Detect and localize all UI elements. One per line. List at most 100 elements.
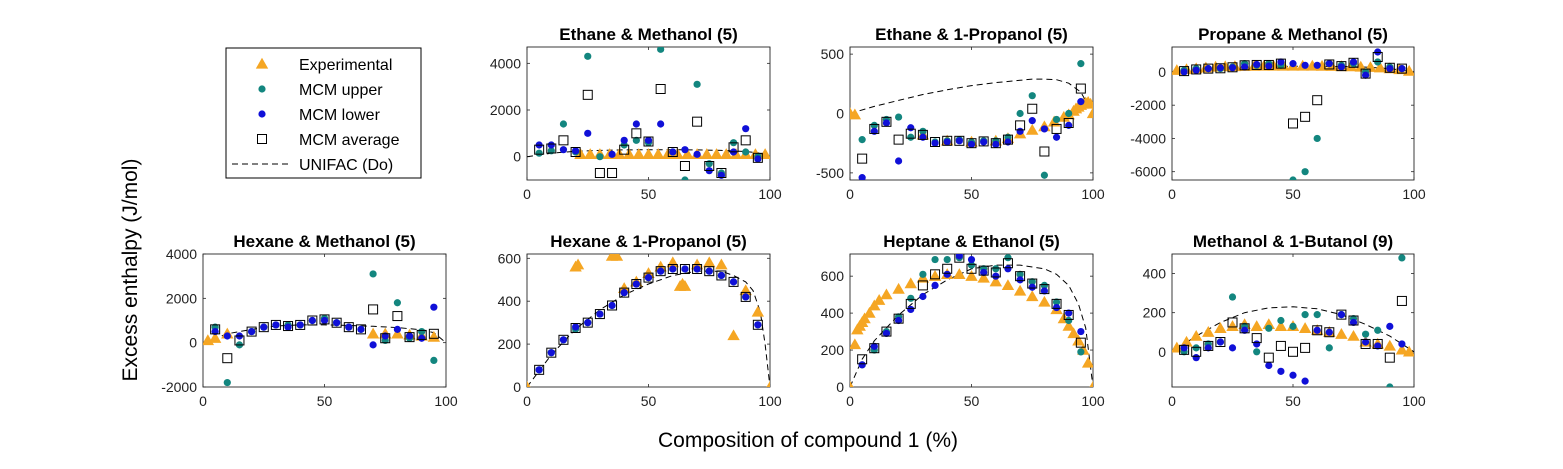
mcm-upper-point: [430, 356, 438, 364]
panel-title: Propane & Methanol (5): [1198, 25, 1388, 44]
experimental-point: [1089, 380, 1093, 387]
experimental-point: [880, 288, 893, 300]
mcm-average-point: [222, 353, 233, 364]
mcm-lower-point: [1337, 63, 1345, 71]
mcm-upper-point: [1077, 60, 1085, 68]
mcm-lower-point: [632, 120, 640, 128]
experimental-point: [366, 327, 380, 339]
mcm-average-point: [1203, 63, 1214, 74]
experimental-point: [632, 148, 645, 159]
mcm-average-point: [679, 161, 690, 171]
mcm-lower-point: [967, 140, 976, 148]
mcm-upper-point: [1016, 109, 1024, 118]
legend-entry: UNIFAC (Do): [232, 157, 393, 174]
mcm-average-point: [1203, 340, 1214, 351]
y-tick-label: 2000: [166, 290, 197, 306]
mcm-upper-point: [1052, 115, 1061, 124]
mcm-lower-point: [572, 323, 580, 331]
mcm-lower-point: [693, 265, 701, 273]
mcm-average-point: [594, 168, 605, 178]
mcm-average-point: [1239, 60, 1250, 71]
mcm-average-point: [679, 264, 690, 275]
experimental-point: [868, 299, 881, 311]
mcm-lower-point: [308, 316, 316, 325]
mcm-lower-point: [644, 273, 653, 282]
mcm-average-point: [1251, 333, 1262, 344]
experimental-point: [678, 279, 692, 291]
mcm-average-point: [1039, 146, 1050, 157]
experimental-point: [681, 148, 694, 159]
y-tick-label: 200: [821, 342, 845, 358]
mcm-average-point: [1336, 309, 1347, 320]
mcm-average-point: [1215, 337, 1226, 348]
mcm-average-point: [1263, 352, 1274, 363]
x-tick-label: 0: [1168, 186, 1176, 202]
panel-6: Heptane & Ethanol (5) 0 50 100 0 200 400 600: [821, 232, 1105, 409]
mcm-average-point: [607, 168, 618, 178]
mcm-average-point: [954, 135, 965, 146]
mcm-average-point: [655, 84, 666, 94]
mcm-average-point: [1275, 340, 1286, 351]
mcm-lower-point: [1228, 344, 1237, 352]
mcm-average-point: [740, 135, 751, 146]
y-tick-label: -6000: [1130, 164, 1166, 180]
mcm-average-point: [631, 128, 642, 139]
mcm-lower-point: [1301, 61, 1309, 69]
x-tick-label: 0: [846, 393, 854, 409]
y-tick-label: 200: [498, 336, 522, 352]
experimental-point: [703, 256, 716, 268]
mcm-average-point: [930, 269, 941, 280]
mcm-lower-point: [1204, 65, 1212, 73]
experimental-point: [720, 148, 733, 159]
panel-axes-box: [526, 46, 771, 181]
mcm-upper-point: [632, 136, 640, 144]
mcm-lower-point: [320, 316, 329, 325]
plot-area: [850, 254, 1093, 387]
experimental-point: [1298, 322, 1312, 333]
mcm-average-point: [331, 317, 342, 328]
mcm-average-point: [631, 279, 642, 290]
mcm-upper-point: [1040, 171, 1048, 179]
experimental-point: [1402, 345, 1414, 357]
mcm-upper-point: [1065, 109, 1073, 118]
y-tick-label: 600: [821, 268, 845, 284]
mcm-lower-point: [632, 280, 640, 288]
mcm-lower-point: [931, 281, 939, 290]
mcm-average-point: [1336, 61, 1347, 72]
experimental-point: [700, 148, 714, 159]
experimental-point: [977, 271, 990, 283]
legend-items: Experimental MCM upper MCM lower MCM averag…: [232, 57, 400, 174]
experimental-point: [904, 277, 917, 289]
y-tick-label: 2000: [490, 102, 521, 118]
experimental-point: [758, 148, 770, 159]
mcm-lower-point: [882, 329, 891, 338]
mcm-average-point: [905, 128, 916, 139]
experimental-point: [1262, 318, 1275, 330]
mcm-upper-point: [681, 176, 689, 180]
mcm-lower-point: [1228, 64, 1237, 72]
mcm-average-point: [1215, 63, 1226, 74]
mcm-lower-point: [669, 265, 677, 273]
x-tick-label: 50: [964, 393, 980, 409]
mcm-average-point: [1179, 66, 1190, 77]
mcm-lower-point: [405, 332, 414, 340]
panel-title: Heptane & Ethanol (5): [883, 232, 1060, 251]
mcm-average-point: [619, 287, 630, 298]
plot-area: [527, 254, 770, 387]
mcm-lower-point: [1325, 328, 1333, 336]
y-tick-label: 400: [821, 305, 845, 321]
mcm-lower-point: [418, 334, 426, 342]
mcm-lower-point: [1398, 340, 1406, 348]
mcm-lower-point: [296, 321, 304, 329]
mcm-average-point: [428, 328, 439, 339]
mcm-average-point: [1027, 278, 1038, 289]
mcm-average-point: [930, 137, 941, 147]
mcm-average-point: [1002, 134, 1013, 145]
experimental-point: [1395, 343, 1409, 355]
mcm-lower-point: [620, 136, 628, 144]
experimental-point: [1038, 295, 1051, 307]
mcm-lower-point: [1313, 326, 1321, 334]
mcm-average-point: [716, 168, 727, 178]
mcm-average-point: [619, 144, 630, 155]
